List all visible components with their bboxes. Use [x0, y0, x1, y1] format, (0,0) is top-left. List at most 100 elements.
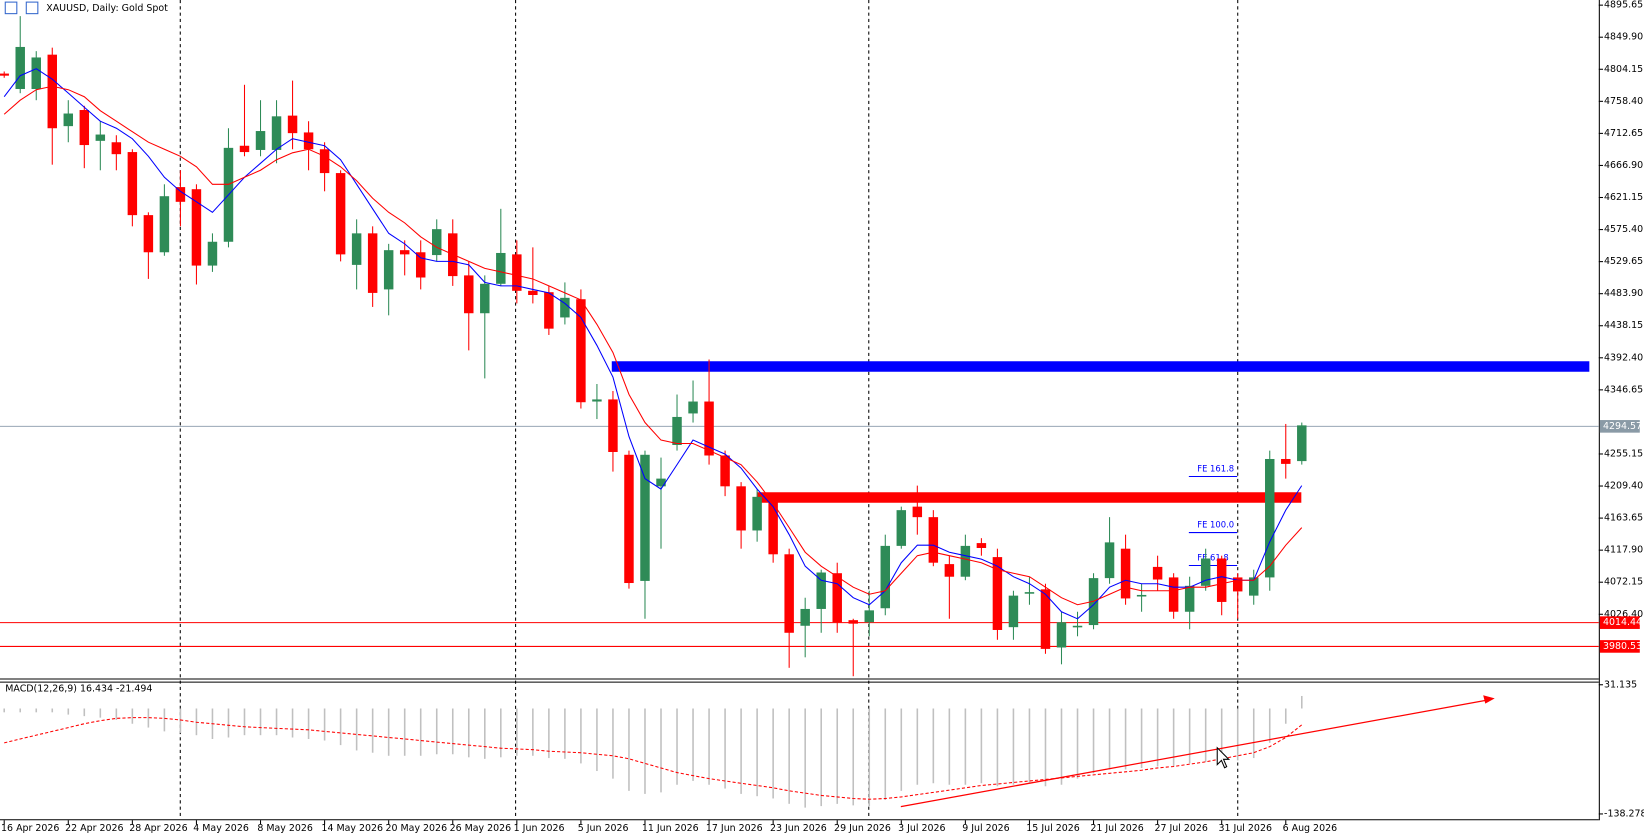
candle-body [624, 454, 634, 584]
candle-body [800, 608, 810, 626]
candle-body [1297, 425, 1307, 462]
y-tick-label: 4483.90 [1604, 288, 1643, 299]
cursor [1216, 746, 1231, 769]
candle-body [896, 510, 907, 546]
candle-body [960, 545, 971, 577]
candle-body [576, 299, 586, 403]
candle-body [496, 252, 506, 284]
x-tick-label: 1 Jun 2026 [514, 823, 565, 834]
candle-body [480, 283, 490, 314]
candle-body [319, 149, 330, 174]
arrow-head [1483, 695, 1495, 704]
y-tick-label: 4575.40 [1604, 224, 1643, 235]
candle-body [608, 399, 618, 452]
trend-line[interactable] [900, 698, 1491, 808]
y-tick-label: 4163.65 [1604, 513, 1643, 524]
candle-body [976, 543, 987, 548]
x-tick-label: 3 Jul 2026 [898, 823, 945, 834]
x-tick-label: 5 Jun 2026 [578, 823, 629, 834]
y-tick-label: 31.135 [1604, 679, 1637, 690]
candle-body [1024, 592, 1035, 594]
price-tag [1599, 420, 1640, 433]
candle-body [432, 229, 442, 256]
candle-body [704, 401, 714, 456]
candle-body [175, 187, 186, 202]
x-tick-label: 23 Jun 2026 [770, 823, 827, 834]
candle-body [912, 506, 923, 518]
candle-body [1072, 625, 1083, 628]
y-tick-label: 4529.65 [1604, 256, 1643, 267]
candle-body [239, 145, 250, 153]
candle-body [832, 573, 842, 623]
moving-average [3, 68, 1303, 620]
candle-body [255, 131, 266, 150]
candle-body [111, 142, 122, 155]
y-tick-label: 4026.40 [1604, 609, 1643, 620]
x-tick-label: 16 Apr 2026 [1, 823, 59, 834]
candle-body [928, 517, 939, 563]
y-tick-label: 4621.15 [1604, 192, 1643, 203]
frame [0, 0, 1600, 821]
candle-body [464, 275, 474, 314]
x-tick-label: 15 Jul 2026 [1026, 823, 1079, 834]
candle-body [383, 250, 394, 290]
x-tick-label: 11 Jun 2026 [642, 823, 699, 834]
candle-body [1216, 558, 1227, 602]
x-tick-label: 31 Jul 2026 [1219, 823, 1272, 834]
candle-body [335, 173, 346, 255]
drawing-objects [900, 695, 1495, 808]
y-tick-label: 4392.40 [1604, 352, 1643, 363]
x-tick-label: 26 May 2026 [450, 823, 512, 834]
signal-line [4, 717, 1303, 800]
price-tag [1599, 616, 1640, 629]
candle-body [207, 241, 218, 266]
x-tick-label: 9 Jul 2026 [962, 823, 1009, 834]
fe-label: FE 161.8 [1197, 464, 1234, 474]
candle-body [0, 73, 9, 76]
y-tick-label: 4072.15 [1604, 577, 1643, 588]
icon[interactable] [4, 1, 18, 15]
candle-body [1184, 585, 1195, 612]
candle-body [752, 496, 762, 531]
candle-body [47, 54, 57, 129]
candle-body [287, 115, 298, 134]
y-tick-label: 4346.65 [1604, 384, 1643, 395]
price-line-label: 4014.44 [1603, 617, 1642, 628]
x-tick-label: 29 Jun 2026 [834, 823, 891, 834]
y-tick-label: 4438.15 [1604, 320, 1643, 331]
candle-body [528, 290, 538, 296]
candle-body [736, 486, 746, 531]
x-tick-label: 4 May 2026 [193, 823, 249, 834]
candle-body [560, 297, 570, 318]
toolbar-icons [4, 1, 39, 15]
current-price-label: 4294.57 [1603, 421, 1642, 432]
icon[interactable] [25, 1, 39, 15]
x-tick-label: 17 Jun 2026 [706, 823, 763, 834]
candle-body [864, 610, 874, 623]
candle-body [143, 215, 154, 253]
x-tick-label: 8 May 2026 [257, 823, 313, 834]
candle-body [640, 454, 650, 581]
candle-body [1136, 594, 1147, 597]
x-tick-label: 21 Jul 2026 [1090, 823, 1143, 834]
period-separators [179, 0, 1239, 820]
y-tick-label: 4804.15 [1604, 64, 1643, 75]
candle-body [271, 116, 282, 150]
candle-body [399, 250, 410, 255]
candle-body [512, 254, 522, 291]
y-tick-label: 4712.65 [1604, 128, 1643, 139]
candle-body [1248, 577, 1259, 596]
y-tick-label: 4895.65 [1604, 0, 1643, 11]
y-tick-label: 4255.15 [1604, 448, 1643, 459]
x-tick-label: 22 Apr 2026 [65, 823, 123, 834]
candle-body [31, 57, 41, 89]
candle-body [63, 113, 74, 127]
candle-body [848, 620, 858, 624]
y-tick-label: -138.278 [1604, 808, 1644, 819]
candle-body [672, 416, 682, 445]
candle-body [720, 455, 730, 487]
y-tick-label: 4209.40 [1604, 481, 1643, 492]
fe-label: FE 61.8 [1197, 553, 1228, 563]
candle-body [1281, 458, 1291, 464]
